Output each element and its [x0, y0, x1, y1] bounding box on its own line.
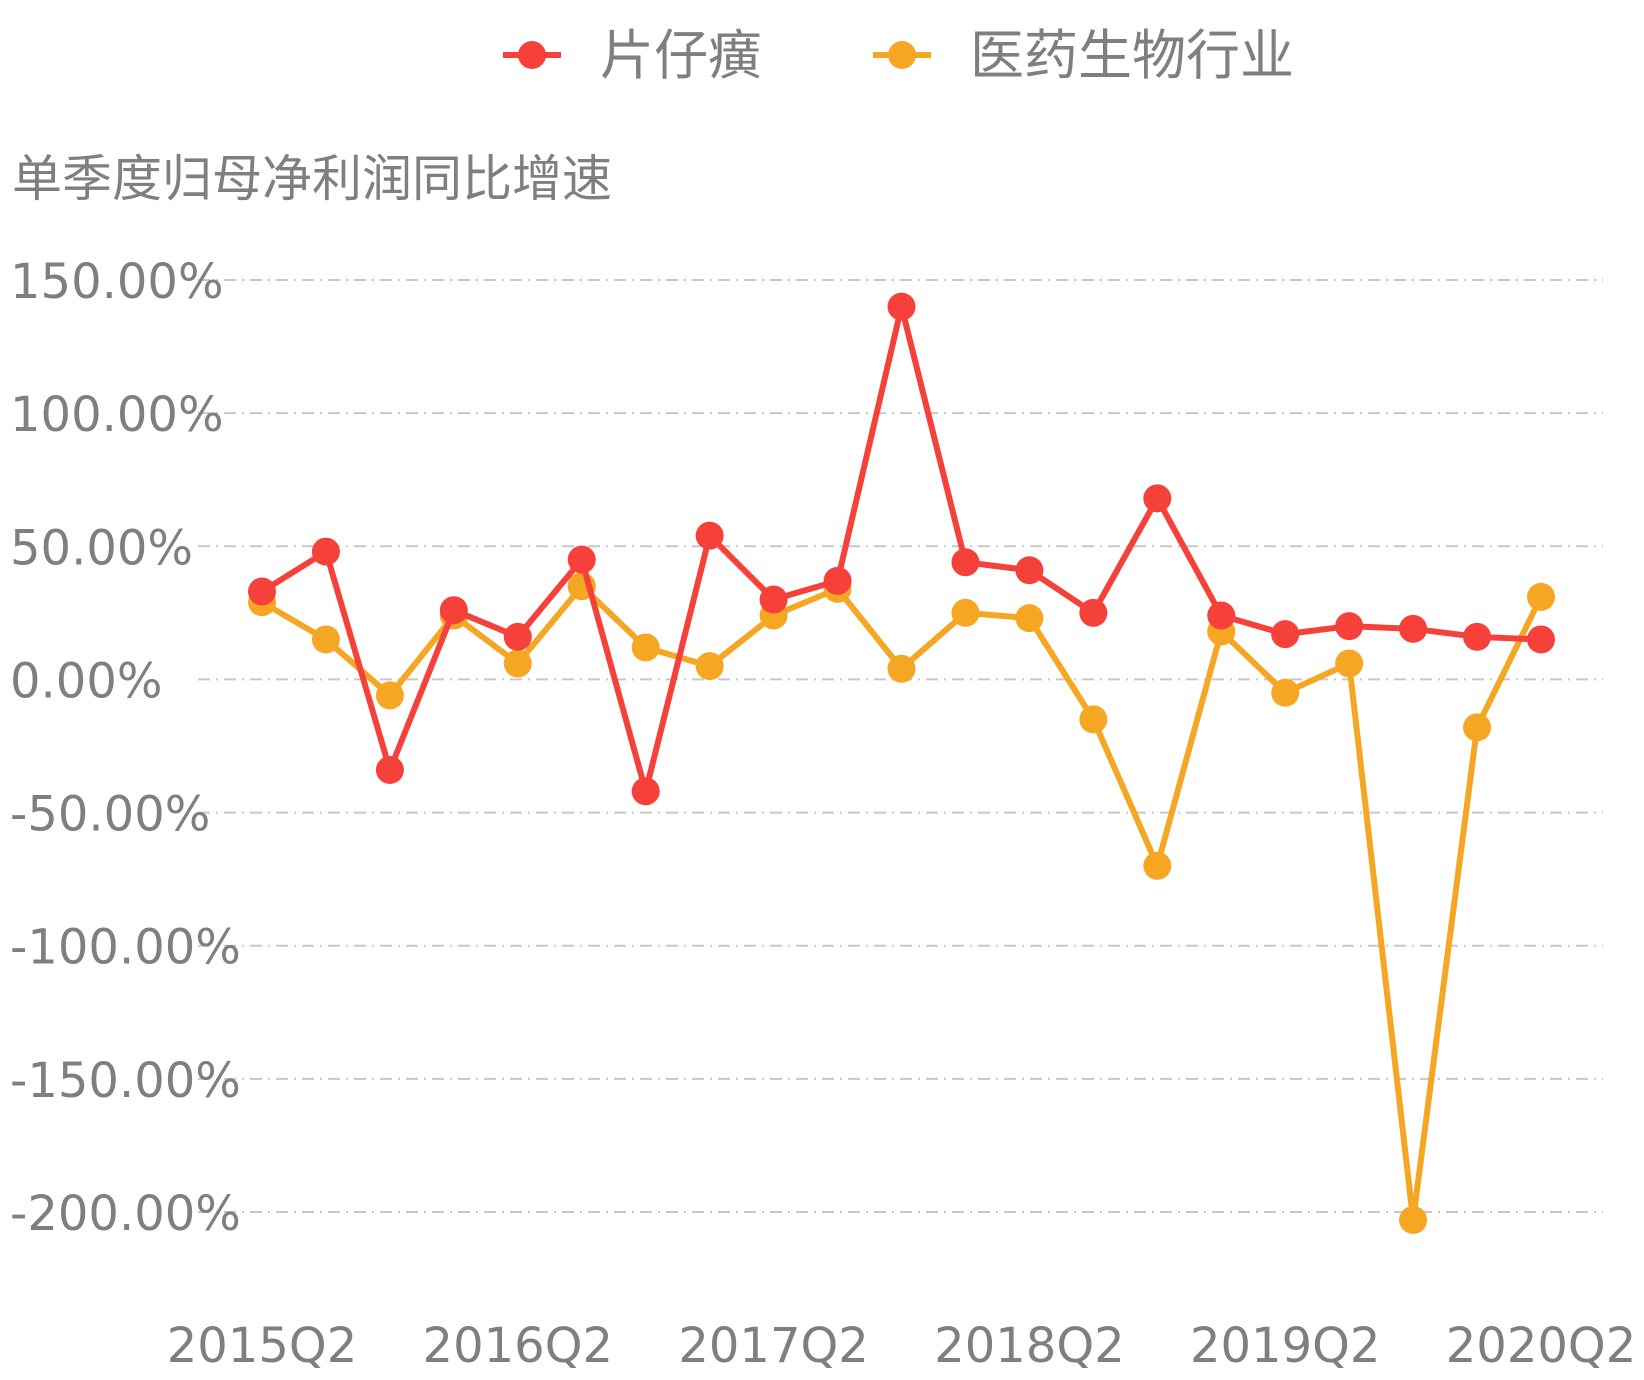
data-point[interactable] — [631, 633, 660, 662]
x-tick-label: 2018Q2 — [934, 1318, 1124, 1374]
data-point[interactable] — [503, 649, 532, 678]
data-point[interactable] — [951, 548, 980, 577]
legend-item-series-1[interactable]: 片仔癀 — [503, 24, 762, 87]
x-tick-label: 2017Q2 — [678, 1318, 868, 1374]
x-axis-ticks: 2015Q2 2016Q2 2017Q2 2018Q2 2019Q2 2020Q2 — [167, 1318, 1636, 1374]
data-point[interactable] — [1207, 601, 1236, 630]
data-point[interactable] — [823, 566, 852, 595]
y-tick-label: 50.00% — [10, 520, 193, 576]
legend: 片仔癀 医药生物行业 — [503, 24, 1294, 87]
x-tick-label: 2019Q2 — [1190, 1318, 1380, 1374]
series-line — [260, 303, 1542, 795]
data-point[interactable] — [1079, 705, 1108, 734]
data-point[interactable] — [1335, 612, 1364, 641]
series-1 — [248, 292, 1555, 806]
y-tick-label: -150.00% — [10, 1053, 241, 1109]
y-tick-label: 100.00% — [10, 387, 224, 443]
legend-label: 片仔癀 — [600, 24, 762, 87]
y-axis-title: 单季度归母净利润同比增速 — [12, 150, 612, 208]
legend-item-series-2[interactable]: 医药生物行业 — [873, 24, 1294, 87]
data-point[interactable] — [1079, 598, 1108, 627]
series-2 — [248, 572, 1555, 1234]
data-point[interactable] — [311, 625, 340, 654]
data-point[interactable] — [759, 585, 788, 614]
y-tick-label: 150.00% — [10, 254, 224, 310]
data-point[interactable] — [1271, 620, 1300, 649]
legend-label: 医药生物行业 — [970, 24, 1294, 87]
data-point[interactable] — [567, 545, 596, 574]
data-point[interactable] — [951, 598, 980, 627]
data-point[interactable] — [1015, 604, 1044, 633]
x-tick-label: 2016Q2 — [423, 1318, 613, 1374]
data-point[interactable] — [375, 681, 404, 710]
y-tick-label: 0.00% — [10, 653, 162, 709]
data-point[interactable] — [1015, 556, 1044, 585]
y-tick-label: -50.00% — [10, 787, 210, 843]
data-point[interactable] — [631, 777, 660, 806]
series-group — [248, 292, 1555, 1234]
gridlines — [198, 279, 1603, 1213]
data-point[interactable] — [695, 652, 724, 681]
x-tick-label: 2015Q2 — [167, 1318, 357, 1374]
data-point[interactable] — [1143, 484, 1172, 513]
data-point[interactable] — [1335, 649, 1364, 678]
data-point[interactable] — [1143, 851, 1172, 880]
data-point[interactable] — [695, 521, 724, 550]
legend-swatch-marker — [518, 41, 546, 69]
x-tick-label: 2020Q2 — [1446, 1318, 1636, 1374]
data-point[interactable] — [887, 654, 916, 683]
data-point[interactable] — [1463, 622, 1492, 651]
data-point[interactable] — [1399, 614, 1428, 643]
legend-swatch-marker — [888, 41, 916, 69]
data-point[interactable] — [887, 292, 916, 321]
data-point[interactable] — [1463, 713, 1492, 742]
data-point[interactable] — [1271, 678, 1300, 707]
data-point[interactable] — [1527, 625, 1555, 654]
y-tick-label: -100.00% — [10, 920, 241, 976]
data-point[interactable] — [1399, 1205, 1428, 1234]
data-point[interactable] — [503, 622, 532, 651]
y-axis-ticks: 150.00% 100.00% 50.00% 0.00% -50.00% -100.00%… — [10, 254, 241, 1242]
data-point[interactable] — [375, 755, 404, 784]
data-point[interactable] — [248, 577, 276, 606]
data-point[interactable] — [311, 537, 340, 566]
data-point[interactable] — [1527, 582, 1555, 611]
y-tick-label: -200.00% — [10, 1186, 241, 1242]
data-point[interactable] — [439, 596, 468, 625]
